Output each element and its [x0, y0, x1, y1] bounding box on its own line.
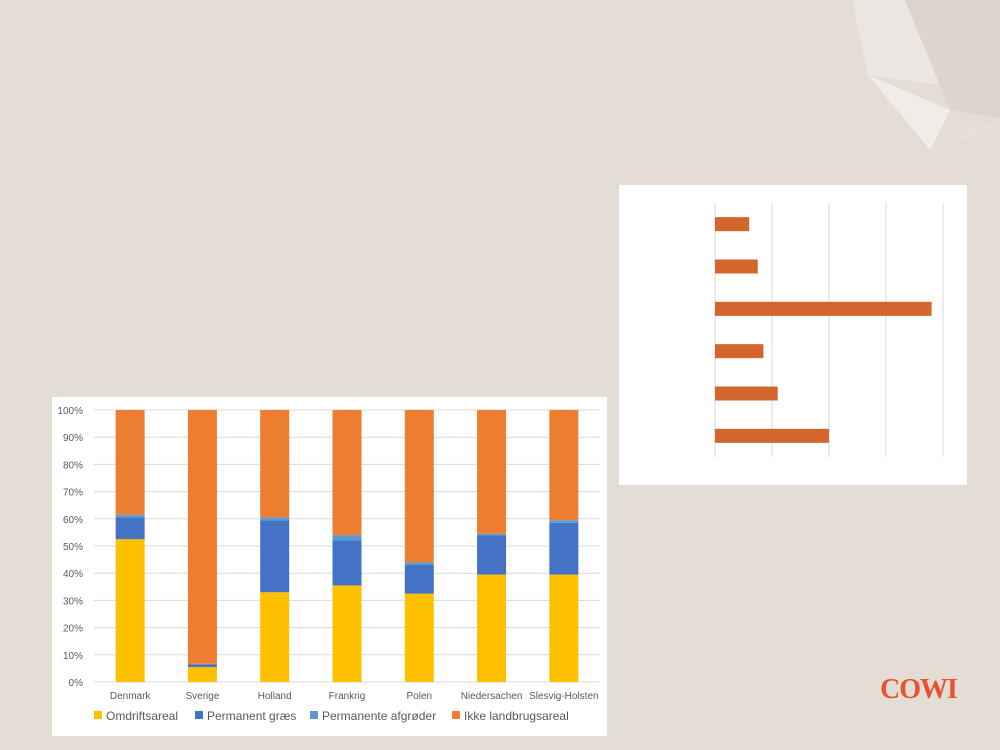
- bar-segment-4: [549, 410, 579, 521]
- bar-segment-4: [260, 410, 290, 518]
- bar-segment-2: [260, 520, 290, 593]
- x-tick-label: Niedersachen: [461, 691, 523, 702]
- y-tick-label: 50%: [63, 542, 83, 553]
- y-tick-label: 60%: [63, 515, 83, 526]
- bar-segment-4: [477, 410, 507, 534]
- bar-segment-2: [332, 540, 362, 586]
- bar: [715, 428, 829, 443]
- y-tick-label: 10%: [63, 651, 83, 662]
- bar-segment-1: [332, 585, 362, 682]
- bar-segment-4: [404, 410, 434, 563]
- legend-swatch: [452, 711, 460, 719]
- bar-segment-2: [115, 517, 145, 540]
- legend-swatch: [195, 711, 203, 719]
- horizontal-bar-chart: [714, 203, 944, 457]
- bar-segment-1: [115, 539, 145, 682]
- bar-segment-4: [332, 410, 362, 536]
- bar: [715, 217, 750, 232]
- x-tick-label: Slesvig-Holsten: [529, 691, 598, 702]
- y-tick-label: 40%: [63, 569, 83, 580]
- bar-segment-4: [187, 410, 217, 664]
- legend-swatch: [310, 711, 318, 719]
- bar-segment-1: [549, 574, 579, 682]
- bar-segment-2: [404, 565, 434, 594]
- legend-label: Permanente afgrøder: [322, 709, 436, 723]
- y-tick-label: 20%: [63, 624, 83, 635]
- x-tick-label: Sverige: [185, 691, 219, 702]
- horizontal-bar-chart-panel: [619, 185, 967, 485]
- legend-label: Ikke landbrugsareal: [464, 709, 569, 723]
- x-tick-label: Frankrig: [329, 691, 366, 702]
- y-tick-label: 80%: [63, 460, 83, 471]
- bar-segment-2: [477, 535, 507, 575]
- legend-label: Omdriftsareal: [106, 709, 178, 723]
- bar-segment-3: [477, 533, 507, 536]
- bar-segment-3: [404, 562, 434, 566]
- stacked-bar-chart: 0% 10% 20% 30% 40% 50% 60% 70% 80% 90% 100% Denmark…: [57, 406, 600, 723]
- y-tick-label: 30%: [63, 596, 83, 607]
- bar-segment-3: [549, 520, 579, 523]
- bar: [715, 344, 764, 359]
- bar-segment-2: [187, 664, 217, 668]
- bar-segment-3: [260, 517, 290, 521]
- y-tick-label: 90%: [63, 433, 83, 444]
- bar-segment-1: [260, 592, 290, 682]
- bar-segment-2: [549, 522, 579, 575]
- bar-segment-4: [115, 410, 145, 515]
- x-tick-label: Denmark: [110, 691, 152, 702]
- bar-segment-3: [332, 535, 362, 541]
- y-tick-label: 70%: [63, 488, 83, 499]
- y-tick-label: 0%: [69, 678, 84, 689]
- x-tick-label: Polen: [406, 691, 432, 702]
- stacked-bar-chart-panel: 0% 10% 20% 30% 40% 50% 60% 70% 80% 90% 100% Denmark…: [52, 397, 607, 736]
- bar-segment-3: [187, 663, 217, 665]
- bar: [715, 259, 758, 274]
- legend-label: Permanent græs: [207, 709, 296, 723]
- bar: [715, 301, 932, 316]
- cowi-logo: COWI: [880, 674, 958, 705]
- x-tick-label: Holland: [258, 691, 292, 702]
- bar-segment-1: [477, 574, 507, 682]
- legend-swatch: [94, 711, 102, 719]
- bar-segment-1: [187, 667, 217, 682]
- bar: [715, 386, 778, 401]
- y-tick-label: 100%: [57, 406, 83, 417]
- bar-segment-1: [404, 593, 434, 682]
- bar-segment-3: [115, 514, 145, 518]
